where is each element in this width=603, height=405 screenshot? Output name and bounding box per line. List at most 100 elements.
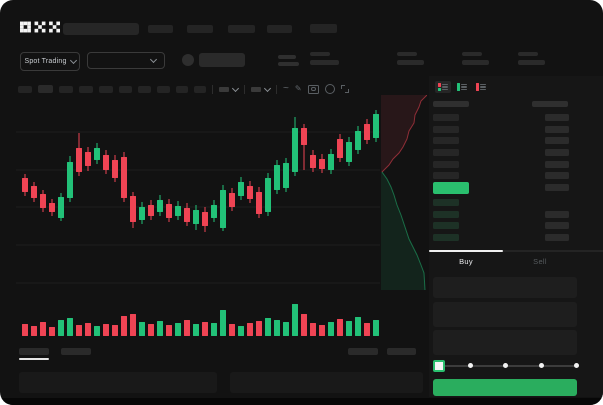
depth-chart (381, 95, 427, 290)
bottom-panel-left (19, 372, 217, 393)
price-change-placeholder (278, 62, 299, 66)
amount-placeholder (545, 234, 569, 242)
window-bottom-edge (0, 398, 603, 405)
ask-row[interactable] (429, 159, 603, 171)
bid-row[interactable] (429, 197, 603, 209)
price-placeholder (433, 160, 459, 168)
stat4-label (518, 52, 538, 56)
slider-handle[interactable] (433, 360, 445, 372)
toolbar-btn-8[interactable] (157, 85, 170, 93)
nav-item-1[interactable] (148, 25, 173, 33)
draw-tool-icon[interactable]: ✎ (294, 84, 302, 93)
amount-placeholder (545, 160, 569, 168)
last-price-amount-placeholder (545, 184, 569, 191)
active-tab-underline (19, 358, 49, 360)
amount-placeholder (545, 125, 569, 133)
slider-step-100[interactable] (574, 363, 579, 368)
toolbar-btn-9[interactable] (176, 85, 188, 93)
ask-row[interactable] (429, 147, 603, 159)
candlestick-chart-canvas[interactable] (16, 95, 380, 290)
toolbar-btn-7[interactable] (138, 85, 151, 93)
chevron-down-icon (149, 55, 158, 64)
asks-only-icon[interactable] (473, 81, 489, 93)
bid-row[interactable] (429, 232, 603, 244)
chart-style-placeholder (251, 86, 261, 92)
stat1-value (310, 60, 339, 65)
pair-selector-dropdown[interactable] (87, 52, 165, 69)
line-tool-icon[interactable]: ~ (283, 83, 289, 94)
nav-item-5[interactable] (310, 24, 337, 33)
ask-row[interactable] (429, 112, 603, 124)
ask-row[interactable] (429, 170, 603, 182)
toolbar-btn-2[interactable] (38, 85, 53, 93)
toolbar-btn-10[interactable] (194, 85, 206, 93)
fullscreen-icon[interactable] (340, 85, 349, 93)
price-placeholder (433, 149, 459, 157)
bottom-tab-orders[interactable] (19, 348, 49, 355)
interval-placeholder (219, 86, 229, 92)
amount-input[interactable] (433, 302, 577, 327)
price-placeholder (433, 172, 459, 180)
market-type-selector[interactable]: Spot Trading (20, 52, 80, 71)
slider-step-75[interactable] (539, 363, 544, 368)
toolbar-btn-4[interactable] (79, 85, 93, 93)
last-price-placeholder (278, 55, 296, 59)
chevron-down-icon (69, 56, 77, 65)
orderbook-view-toggles (435, 81, 489, 93)
history-icon[interactable] (324, 84, 335, 94)
buy-button[interactable] (433, 379, 577, 396)
bid-row[interactable] (429, 209, 603, 221)
bids-only-icon[interactable] (454, 81, 470, 93)
price-placeholder (433, 199, 459, 206)
price-placeholder (433, 234, 459, 242)
last-price-highlight[interactable] (433, 182, 469, 194)
amount-placeholder (545, 172, 569, 180)
camera-icon[interactable] (307, 84, 319, 94)
price-placeholder (433, 137, 459, 145)
tab-buy[interactable]: Buy (459, 257, 473, 266)
nav-item-4[interactable] (267, 25, 292, 33)
coin-avatar (182, 54, 194, 66)
slider-step-25[interactable] (468, 363, 473, 368)
nav-item-2[interactable] (187, 25, 213, 33)
toolbar-btn-3[interactable] (59, 85, 73, 93)
pair-name-placeholder (199, 53, 245, 67)
orderbook-price-header (433, 101, 469, 107)
search-input[interactable] (63, 23, 139, 35)
total-input[interactable] (433, 330, 577, 355)
order-book-trade-panel: Buy Sell (429, 76, 603, 397)
price-placeholder (433, 210, 459, 218)
bottom-tab-history[interactable] (61, 348, 91, 355)
market-type-label: Spot Trading (24, 58, 67, 65)
stat4-value (518, 60, 545, 65)
toolbar-divider (244, 84, 245, 94)
toolbar-btn-5[interactable] (99, 85, 113, 93)
nav-item-3[interactable] (228, 25, 255, 33)
price-placeholder (433, 125, 459, 133)
chart-toolbar: ~ ✎ (18, 84, 349, 94)
price-placeholder (433, 114, 459, 121)
tab-sell[interactable]: Sell (533, 257, 547, 266)
ask-row[interactable] (429, 124, 603, 136)
amount-placeholder (545, 210, 569, 218)
combined-book-icon[interactable] (435, 81, 451, 93)
toolbar-btn-6[interactable] (119, 85, 132, 93)
chevron-down-icon (231, 84, 240, 92)
stat2-value (397, 60, 424, 65)
slider-step-50[interactable] (503, 363, 508, 368)
bid-rows (429, 197, 603, 244)
toolbar-divider (276, 84, 277, 94)
orderbook-amount-header (532, 101, 568, 107)
ask-row[interactable] (429, 135, 603, 147)
price-input[interactable] (433, 277, 577, 298)
bottom-action-2[interactable] (387, 348, 416, 355)
okx-logo[interactable] (20, 21, 60, 33)
tab-divider (429, 250, 603, 252)
amount-placeholder (545, 222, 569, 230)
interval-dropdown[interactable] (219, 84, 240, 92)
chart-style-dropdown[interactable] (251, 84, 272, 92)
toolbar-btn-1[interactable] (18, 85, 32, 93)
bid-row[interactable] (429, 220, 603, 232)
bottom-action-1[interactable] (348, 348, 378, 355)
